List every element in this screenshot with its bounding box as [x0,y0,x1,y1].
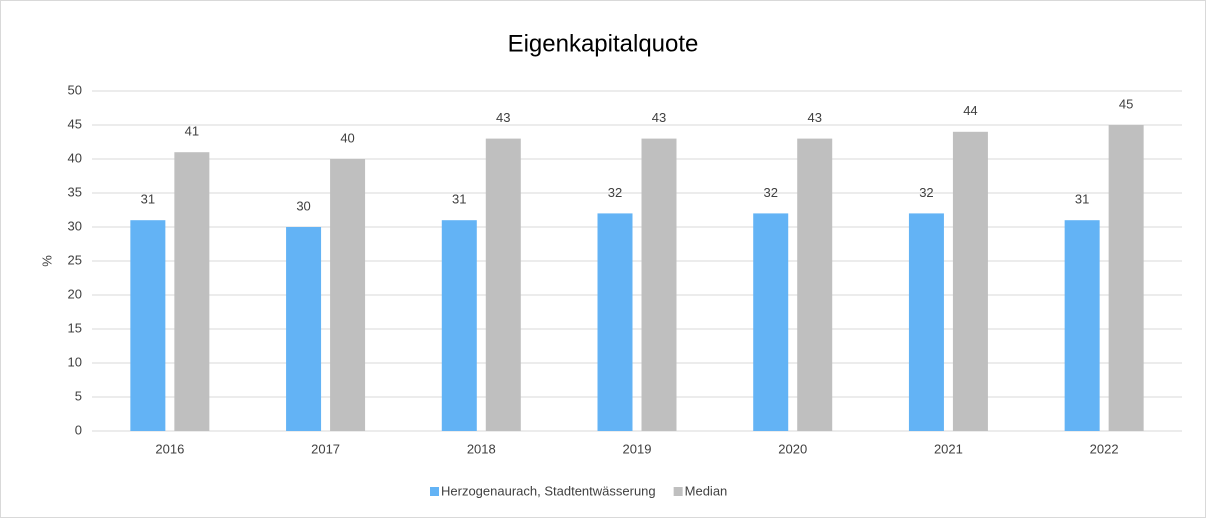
x-tick-label: 2021 [934,441,963,456]
legend-swatch [673,487,683,496]
bar [952,131,988,432]
y-tick-label: 25 [68,252,82,267]
data-label: 32 [608,185,622,200]
x-tick-label: 2016 [155,441,184,456]
data-label: 43 [496,110,510,125]
x-tick-label: 2019 [623,441,652,456]
bar [174,152,210,431]
data-label: 44 [963,103,977,118]
bar [641,138,677,431]
data-label: 30 [296,198,310,213]
data-label: 32 [919,185,933,200]
data-label: 43 [652,110,666,125]
y-tick-label: 0 [75,422,82,437]
data-label: 31 [141,192,155,207]
bar [908,213,944,431]
legend-swatch [430,487,439,496]
chart-title: Eigenkapitalquote [508,30,699,57]
data-label: 40 [340,130,354,145]
y-tick-label: 45 [68,116,82,131]
y-axis-label: % [39,255,54,267]
y-tick-label: 10 [68,354,82,369]
bar [1064,220,1100,431]
legend-label: Herzogenaurach, Stadtentwässerung [441,483,656,498]
y-tick-label: 35 [68,184,82,199]
data-label: 31 [1075,192,1089,207]
bar [1108,125,1144,431]
bar [797,138,833,431]
data-label: 32 [763,185,777,200]
y-tick-label: 50 [68,82,82,97]
bar [441,220,477,431]
y-tick-label: 15 [68,320,82,335]
x-tick-label: 2018 [467,441,496,456]
x-tick-label: 2020 [778,441,807,456]
data-label: 43 [807,110,821,125]
y-tick-label: 5 [75,388,82,403]
y-tick-label: 20 [68,286,82,301]
bar [330,159,366,431]
bar [753,213,789,431]
x-tick-label: 2022 [1090,441,1119,456]
data-label: 41 [185,124,199,139]
y-tick-label: 40 [68,150,82,165]
x-tick-label: 2017 [311,441,340,456]
y-tick-label: 30 [68,218,82,233]
bar [597,213,633,431]
data-label: 45 [1119,96,1133,111]
bar [286,227,322,431]
data-label: 31 [452,192,466,207]
bar [485,138,521,431]
legend-label: Median [685,483,728,498]
bar [130,220,166,431]
